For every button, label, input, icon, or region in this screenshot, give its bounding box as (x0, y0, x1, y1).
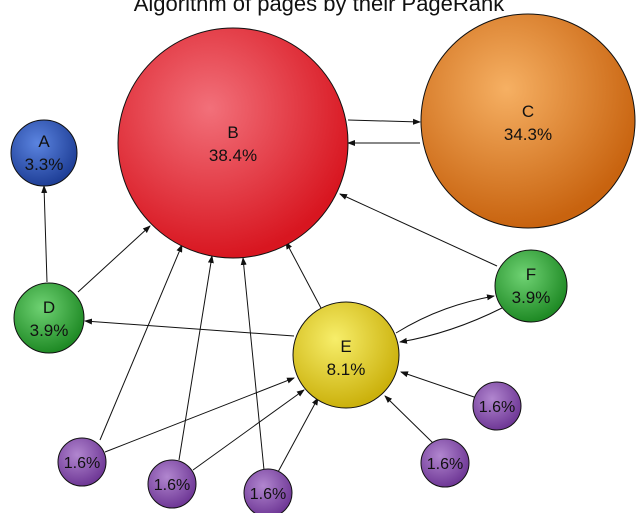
node-a-circle (10, 119, 78, 187)
node-small-3: 1.6% (243, 468, 293, 513)
node-b-name: B (227, 123, 238, 142)
edge-p1-to-e (104, 377, 295, 453)
edge-p1-to-b (99, 244, 183, 441)
edge-p5-to-e (400, 371, 478, 399)
edge-p3-to-e (277, 397, 319, 473)
node-c-name: C (522, 102, 534, 121)
edge-p2-to-b (178, 255, 214, 461)
node-small-5-circle (472, 381, 522, 431)
node-e-name: E (340, 337, 351, 356)
edge-b-to-c (347, 118, 421, 125)
edge-f-to-b (339, 193, 498, 267)
node-d-value: 3.9% (30, 321, 69, 340)
node-small-4: 1.6% (420, 438, 470, 488)
edge-e-to-d (84, 318, 295, 337)
edge-d-to-a (41, 185, 48, 283)
node-f-value: 3.9% (512, 288, 551, 307)
edge-e-to-b (285, 241, 322, 309)
node-e: E 8.1% (292, 301, 400, 409)
node-e-circle (292, 301, 400, 409)
node-small-2: 1.6% (147, 459, 197, 509)
edge-p3-to-b (240, 257, 265, 471)
node-b-value: 38.4% (209, 146, 257, 165)
edge-f-to-e (399, 307, 503, 344)
node-small-1-circle (57, 437, 107, 487)
node-a: A 3.3% (10, 119, 78, 187)
edge-e-to-f (395, 294, 495, 334)
node-c-value: 34.3% (504, 125, 552, 144)
node-small-5-value: 1.6% (479, 399, 515, 416)
node-small-3-circle (243, 468, 293, 513)
edge-d-to-b (77, 225, 151, 293)
node-b-circle (117, 27, 349, 259)
node-f: F 3.9% (494, 249, 568, 323)
node-layer: A 3.3% B 38.4% C 34.3% D 3.9% E 8.1% F 3… (10, 13, 636, 513)
page-title: Algorithm of pages by their PageRank (133, 0, 505, 16)
node-a-value: 3.3% (25, 155, 64, 174)
node-small-3-value: 1.6% (250, 486, 286, 503)
node-small-4-circle (420, 438, 470, 488)
edge-layer (41, 118, 503, 473)
node-e-value: 8.1% (327, 360, 366, 379)
node-c-circle (420, 13, 636, 229)
node-small-2-value: 1.6% (154, 477, 190, 494)
edge-p2-to-e (192, 389, 305, 471)
node-f-circle (494, 249, 568, 323)
node-c: C 34.3% (420, 13, 636, 229)
node-small-5: 1.6% (472, 381, 522, 431)
node-small-4-value: 1.6% (427, 456, 463, 473)
node-d-name: D (43, 298, 55, 317)
node-small-2-circle (147, 459, 197, 509)
node-d-circle (13, 282, 85, 354)
node-f-name: F (526, 265, 536, 284)
edge-p4-to-e (384, 395, 434, 444)
node-a-name: A (38, 132, 50, 151)
node-small-1: 1.6% (57, 437, 107, 487)
node-small-1-value: 1.6% (64, 455, 100, 472)
node-b: B 38.4% (117, 27, 349, 259)
node-d: D 3.9% (13, 282, 85, 354)
